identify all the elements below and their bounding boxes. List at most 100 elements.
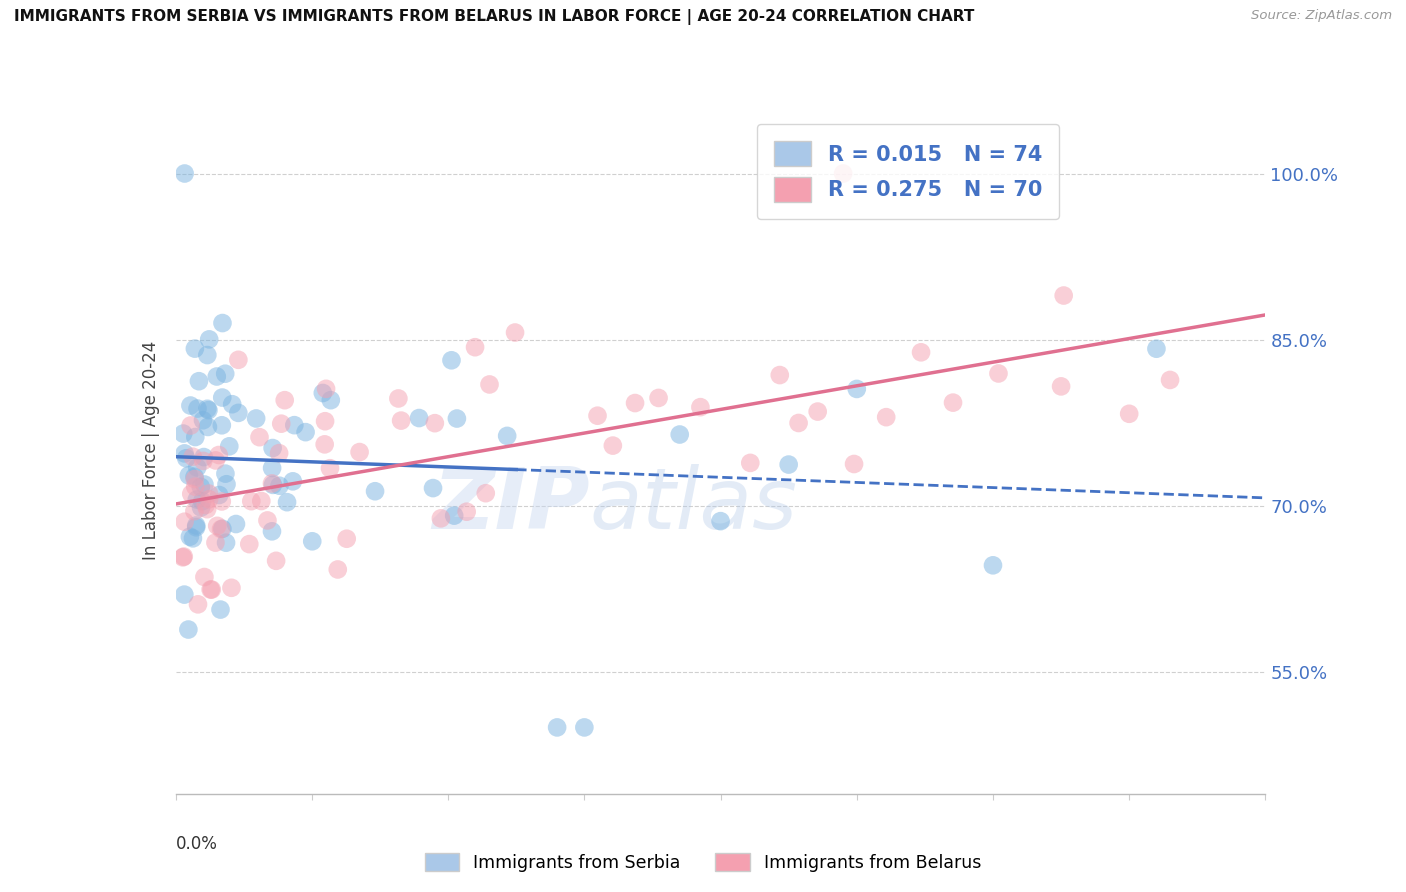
- Point: [228, 352, 250, 367]
- Point: [842, 457, 865, 471]
- Point: [190, 500, 212, 515]
- Point: [198, 486, 221, 500]
- Point: [710, 514, 733, 528]
- Point: [173, 588, 195, 602]
- Point: [319, 461, 342, 475]
- Point: [422, 481, 444, 495]
- Point: [193, 450, 215, 464]
- Point: [689, 400, 711, 414]
- Point: [314, 437, 336, 451]
- Point: [179, 530, 201, 544]
- Point: [260, 524, 283, 539]
- Point: [215, 477, 238, 491]
- Point: [1050, 379, 1073, 393]
- Point: [283, 418, 305, 433]
- Point: [446, 411, 468, 425]
- Point: [205, 369, 228, 384]
- Point: [845, 382, 868, 396]
- Point: [312, 386, 335, 401]
- Point: [832, 167, 855, 181]
- Point: [981, 558, 1004, 573]
- Text: IMMIGRANTS FROM SERBIA VS IMMIGRANTS FROM BELARUS IN LABOR FORCE | AGE 20-24 COR: IMMIGRANTS FROM SERBIA VS IMMIGRANTS FRO…: [14, 9, 974, 25]
- Point: [496, 429, 519, 443]
- Point: [211, 522, 233, 536]
- Point: [172, 550, 194, 565]
- Point: [183, 504, 205, 518]
- Text: 0.0%: 0.0%: [176, 835, 218, 853]
- Point: [301, 534, 323, 549]
- Point: [179, 399, 201, 413]
- Point: [456, 505, 478, 519]
- Point: [987, 367, 1010, 381]
- Point: [276, 495, 298, 509]
- Point: [336, 532, 359, 546]
- Point: [647, 391, 669, 405]
- Point: [209, 602, 232, 616]
- Point: [173, 446, 195, 460]
- Point: [807, 404, 830, 418]
- Point: [184, 480, 207, 494]
- Point: [195, 348, 218, 362]
- Point: [194, 498, 217, 512]
- Point: [503, 326, 526, 340]
- Point: [294, 425, 316, 439]
- Point: [225, 516, 247, 531]
- Point: [319, 393, 342, 408]
- Point: [195, 502, 218, 516]
- Point: [408, 411, 430, 425]
- Point: [586, 409, 609, 423]
- Point: [778, 458, 800, 472]
- Point: [186, 492, 208, 507]
- Point: [364, 484, 387, 499]
- Point: [668, 427, 690, 442]
- Point: [209, 522, 232, 536]
- Point: [198, 332, 221, 346]
- Point: [186, 460, 208, 475]
- Point: [262, 441, 284, 455]
- Point: [546, 720, 568, 734]
- Point: [195, 401, 218, 416]
- Point: [464, 340, 486, 354]
- Point: [314, 414, 336, 428]
- Point: [1159, 373, 1181, 387]
- Point: [173, 167, 195, 181]
- Point: [215, 535, 238, 549]
- Point: [193, 454, 215, 468]
- Point: [186, 401, 208, 416]
- Point: [349, 445, 371, 459]
- Point: [208, 488, 231, 502]
- Point: [910, 345, 932, 359]
- Point: [183, 470, 205, 484]
- Point: [387, 392, 409, 406]
- Point: [240, 494, 263, 508]
- Legend: Immigrants from Serbia, Immigrants from Belarus: Immigrants from Serbia, Immigrants from …: [418, 847, 988, 879]
- Y-axis label: In Labor Force | Age 20-24: In Labor Force | Age 20-24: [142, 341, 160, 560]
- Point: [269, 446, 291, 460]
- Point: [270, 417, 292, 431]
- Point: [204, 453, 226, 467]
- Point: [214, 367, 236, 381]
- Point: [256, 513, 278, 527]
- Point: [211, 494, 233, 508]
- Point: [249, 430, 271, 444]
- Point: [221, 581, 243, 595]
- Point: [574, 720, 596, 734]
- Point: [269, 479, 291, 493]
- Point: [177, 468, 200, 483]
- Point: [172, 426, 194, 441]
- Point: [187, 598, 209, 612]
- Point: [174, 451, 197, 466]
- Point: [602, 439, 624, 453]
- Point: [262, 478, 284, 492]
- Point: [184, 342, 207, 356]
- Point: [173, 549, 195, 564]
- Point: [423, 416, 446, 430]
- Text: Source: ZipAtlas.com: Source: ZipAtlas.com: [1251, 9, 1392, 22]
- Point: [262, 461, 284, 475]
- Point: [238, 537, 260, 551]
- Point: [260, 476, 283, 491]
- Point: [187, 374, 209, 388]
- Point: [180, 487, 202, 501]
- Point: [1144, 342, 1167, 356]
- Point: [430, 511, 453, 525]
